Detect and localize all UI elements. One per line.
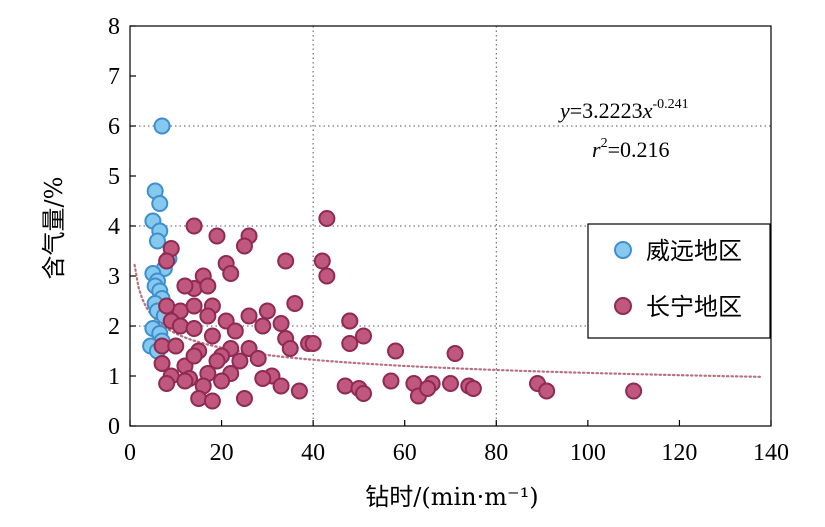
data-point	[176, 277, 194, 295]
equation-y: y	[558, 98, 570, 123]
data-point	[235, 237, 253, 255]
axis-ticks: 0 20 40 60 80 100 120 140 0 1 2 3 4 5 6 7 8	[108, 14, 789, 466]
y-tick-label: 1	[108, 364, 120, 390]
x-tick-label: 120	[661, 440, 697, 466]
data-point	[199, 307, 217, 325]
y-tick-label: 7	[108, 64, 120, 90]
data-point	[313, 252, 331, 270]
data-point	[158, 252, 176, 270]
legend-label-weiyuan: 威远地区	[646, 237, 742, 265]
data-point	[240, 307, 258, 325]
data-point	[167, 337, 185, 355]
x-tick-label: 100	[570, 440, 606, 466]
data-point	[272, 377, 290, 395]
data-point	[185, 217, 203, 235]
data-point	[254, 317, 272, 335]
y-tick-label: 3	[108, 264, 120, 290]
data-point	[625, 382, 643, 400]
data-point	[190, 390, 208, 407]
x-tick-label: 0	[124, 440, 136, 466]
series-1	[153, 210, 643, 410]
y-tick-label: 0	[108, 414, 120, 440]
data-point	[442, 375, 459, 392]
trendline	[133, 263, 763, 378]
y-tick-label: 5	[108, 164, 120, 190]
legend-label-changning: 长宁地区	[646, 293, 742, 321]
data-point	[199, 277, 217, 295]
y-tick-label: 8	[108, 14, 120, 40]
data-point	[158, 297, 176, 315]
data-point	[185, 320, 203, 337]
data-point	[208, 227, 226, 245]
data-point	[153, 117, 171, 135]
data-point	[151, 195, 169, 212]
data-point	[258, 302, 276, 320]
x-axis-title: 钻时/(min·m⁻¹)	[365, 483, 538, 511]
data-point	[185, 297, 203, 315]
legend: 威远地区 长宁地区	[587, 223, 771, 339]
data-point	[538, 382, 556, 400]
data-point	[355, 327, 373, 345]
data-point	[355, 385, 373, 402]
equation-annotation: y=3.2223x-0.241 r2=0.216	[558, 97, 689, 162]
data-point	[286, 295, 304, 312]
x-tick-label: 20	[210, 440, 234, 466]
equation-x: x	[642, 98, 653, 123]
data-point	[336, 377, 354, 395]
data-point	[341, 312, 359, 330]
data-point	[148, 232, 166, 250]
data-points	[142, 117, 643, 410]
data-point	[281, 340, 299, 357]
data-point	[387, 342, 405, 360]
y-tick-label: 2	[108, 314, 120, 340]
equation-exponent: -0.241	[652, 97, 688, 112]
data-point	[277, 252, 295, 270]
x-tick-label: 80	[484, 440, 508, 466]
data-point	[446, 345, 464, 362]
data-point	[213, 372, 231, 390]
svg-text:y=3.2223x-0.241: y=3.2223x-0.241	[558, 97, 689, 123]
y-axis-title: 含气量/%	[40, 177, 68, 280]
data-point	[158, 375, 176, 392]
legend-marker-changning	[614, 297, 632, 315]
data-point	[208, 352, 226, 370]
x-tick-label: 60	[393, 440, 417, 466]
data-point	[222, 265, 240, 282]
data-point	[171, 317, 189, 335]
svg-text:r2=0.216: r2=0.216	[592, 136, 669, 162]
data-point	[176, 372, 194, 390]
y-tick-label: 6	[108, 114, 120, 140]
data-point	[249, 350, 267, 367]
data-point	[203, 327, 221, 345]
data-point	[254, 370, 272, 387]
data-point	[185, 347, 203, 365]
data-point	[226, 322, 244, 340]
data-point	[153, 355, 171, 372]
data-point	[272, 315, 290, 332]
data-point	[304, 335, 322, 352]
y-tick-label: 4	[108, 214, 120, 240]
x-tick-label: 40	[301, 440, 325, 466]
equation-coef: =3.2223	[570, 98, 643, 123]
data-point	[318, 210, 336, 227]
data-point	[231, 352, 249, 370]
data-point	[290, 382, 308, 400]
x-tick-label: 140	[753, 440, 789, 466]
legend-marker-weiyuan	[614, 241, 632, 259]
data-point	[419, 380, 437, 397]
data-point	[341, 335, 359, 352]
data-point	[318, 267, 336, 285]
r2-r: r	[592, 137, 601, 162]
r2-value: =0.216	[608, 137, 670, 162]
data-point	[382, 372, 400, 390]
data-point	[464, 380, 482, 397]
trendline-group	[133, 263, 763, 378]
data-point	[235, 390, 253, 407]
r2-sup: 2	[601, 136, 608, 151]
data-point	[203, 392, 221, 410]
